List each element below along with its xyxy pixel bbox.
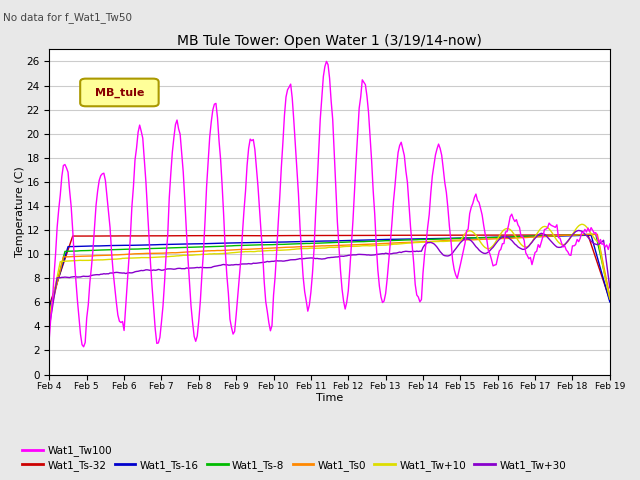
Title: MB Tule Tower: Open Water 1 (3/19/14-now): MB Tule Tower: Open Water 1 (3/19/14-now… <box>177 34 482 48</box>
FancyBboxPatch shape <box>80 79 159 106</box>
Text: MB_tule: MB_tule <box>95 87 144 97</box>
Text: No data for f_Wat1_Tw50: No data for f_Wat1_Tw50 <box>3 12 132 23</box>
X-axis label: Time: Time <box>316 393 343 403</box>
Y-axis label: Temperature (C): Temperature (C) <box>15 167 25 257</box>
Legend: Wat1_Ts-32, Wat1_Ts-16, Wat1_Ts-8, Wat1_Ts0, Wat1_Tw+10, Wat1_Tw+30: Wat1_Ts-32, Wat1_Ts-16, Wat1_Ts-8, Wat1_… <box>18 456 570 475</box>
Legend: Wat1_Tw100: Wat1_Tw100 <box>18 441 116 460</box>
